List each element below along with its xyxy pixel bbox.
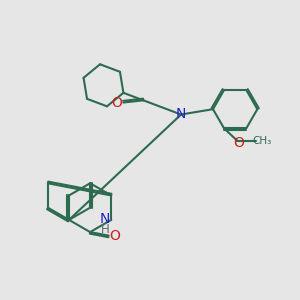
Text: N: N bbox=[176, 106, 186, 121]
Text: H: H bbox=[101, 223, 110, 236]
Text: N: N bbox=[100, 212, 110, 226]
Text: CH₃: CH₃ bbox=[252, 136, 272, 146]
Text: O: O bbox=[112, 96, 123, 110]
Text: O: O bbox=[234, 136, 244, 150]
Text: O: O bbox=[109, 229, 120, 243]
